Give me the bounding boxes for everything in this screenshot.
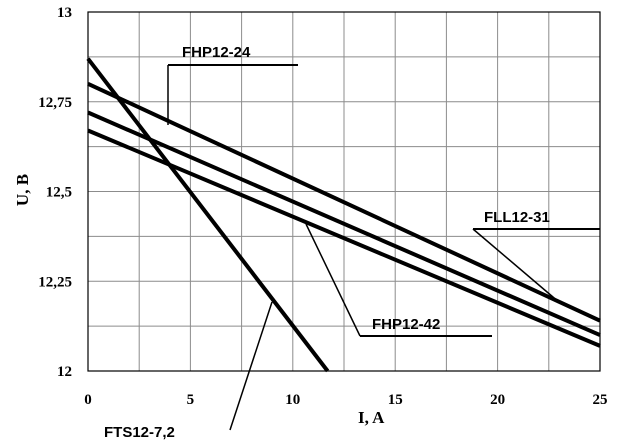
- series-line-fhp12-42: [87, 128, 601, 348]
- y-tick-label: 12,5: [46, 185, 72, 201]
- y-tick-label: 13: [57, 5, 72, 21]
- y-tick-labels: 12 12,25 12,5 12,75 13: [38, 5, 72, 380]
- x-tick-label: 20: [490, 392, 505, 408]
- x-tick-labels: 0 5 10 15 20 25: [84, 392, 607, 408]
- callout-leader-line: [229, 301, 273, 431]
- callout-fhp12-42: FHP12-42: [305, 223, 492, 337]
- y-tick-label: 12,25: [38, 274, 72, 290]
- grid: [87, 11, 601, 372]
- series-line-fll12-31: [87, 110, 601, 337]
- x-tick-label: 15: [388, 392, 403, 408]
- series-lines: [86, 57, 601, 373]
- y-axis-label: U, B: [13, 174, 32, 206]
- series-label-fts12-7-2: FTS12-7,2: [104, 424, 175, 441]
- series-line-fhp12-24: [87, 81, 601, 323]
- callout-fll12-31: FLL12-31: [472, 209, 600, 304]
- plot-frame: [87, 11, 601, 372]
- callout-fts12-7-2: FTS12-7,2: [104, 301, 273, 441]
- x-axis-label: I, A: [358, 408, 385, 427]
- x-tick-label: 10: [285, 392, 300, 408]
- callouts: FHP12-24 FLL12-31 FHP12-42 FTS12-7,2: [104, 44, 600, 441]
- callout-fhp12-24: FHP12-24: [167, 44, 298, 125]
- callout-leader-line: [472, 228, 561, 304]
- y-tick-label: 12,75: [38, 95, 72, 111]
- x-tick-label: 5: [187, 392, 195, 408]
- series-label-fhp12-42: FHP12-42: [372, 316, 440, 333]
- series-label-fhp12-24: FHP12-24: [182, 44, 251, 61]
- callout-leader-line: [305, 223, 361, 337]
- x-tick-label: 0: [84, 392, 92, 408]
- series-label-fll12-31: FLL12-31: [484, 209, 550, 226]
- x-tick-label: 25: [593, 392, 608, 408]
- y-tick-label: 12: [57, 364, 72, 380]
- series-line-fts12-7-2: [86, 57, 330, 373]
